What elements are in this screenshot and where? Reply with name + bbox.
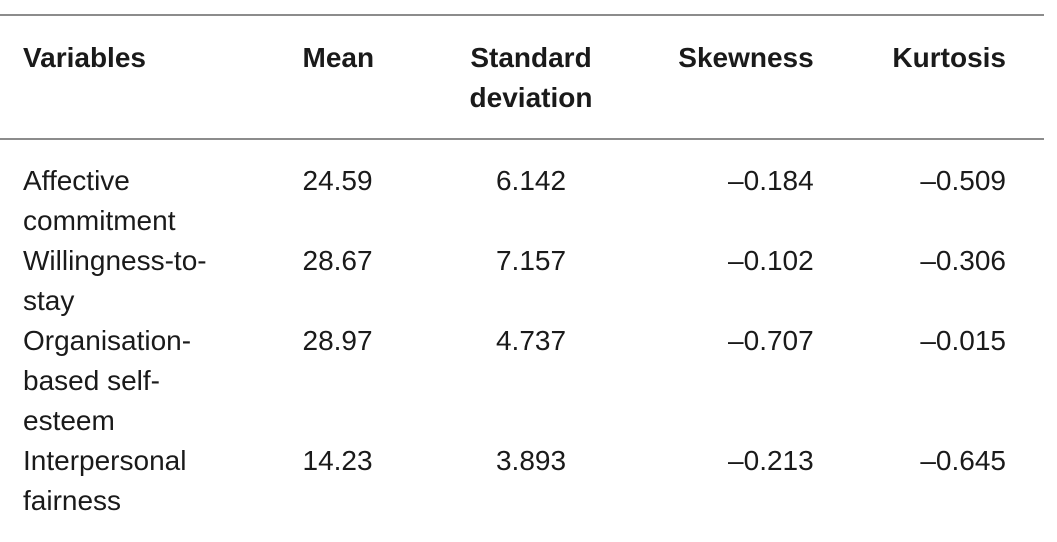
cell-mean: 28.67: [302, 245, 373, 276]
cell-sd: 4.737: [495, 325, 567, 356]
cell-sd: 7.157: [495, 245, 567, 276]
table-body: Affective commitment 24.59 6.142 –0.184 …: [0, 139, 1044, 521]
cell-kurtosis: –0.306: [920, 245, 1006, 276]
cell-variable: Affective commitment: [0, 139, 279, 241]
header-kurtosis: Kurtosis: [892, 42, 1006, 73]
cell-kurtosis: –0.509: [920, 165, 1006, 196]
cell-skewness: –0.707: [728, 325, 814, 356]
cell-variable: Organisation-based self-esteem: [0, 321, 279, 441]
table-row: Willingness-to-stay 28.67 7.157 –0.102 –…: [0, 241, 1044, 321]
cell-skewness: –0.102: [728, 245, 814, 276]
cell-sd: 3.893: [495, 445, 567, 476]
table-header: Variables Mean Standard deviation Skewnes…: [0, 15, 1044, 139]
cell-variable-text: Interpersonal fairness: [23, 445, 187, 516]
cell-variable-text: Willingness-to-stay: [23, 245, 207, 316]
cell-skewness: –0.184: [728, 165, 814, 196]
cell-variable: Interpersonal fairness: [0, 441, 279, 521]
cell-kurtosis: –0.015: [920, 325, 1006, 356]
header-row: Variables Mean Standard deviation Skewnes…: [0, 15, 1044, 139]
header-standard-deviation: Standard deviation: [442, 15, 620, 139]
cell-variable: Willingness-to-stay: [0, 241, 279, 321]
header-sd-line1: Standard: [470, 42, 592, 73]
header-sd-line2: deviation: [469, 82, 593, 113]
cell-skewness: –0.213: [728, 445, 814, 476]
descriptive-statistics-table: Variables Mean Standard deviation Skewnes…: [0, 14, 1044, 521]
cell-sd: 6.142: [495, 165, 567, 196]
cell-mean: 24.59: [302, 165, 373, 196]
cell-variable-text: Organisation-based self-esteem: [23, 325, 192, 436]
cell-mean: 28.97: [302, 325, 373, 356]
header-variables: Variables: [23, 42, 146, 73]
table-row: Organisation-based self-esteem 28.97 4.7…: [0, 321, 1044, 441]
cell-kurtosis: –0.645: [920, 445, 1006, 476]
header-skewness: Skewness: [678, 42, 814, 73]
cell-variable-text: Affective commitment: [23, 165, 176, 236]
header-mean: Mean: [302, 42, 375, 73]
table-row: Affective commitment 24.59 6.142 –0.184 …: [0, 139, 1044, 241]
cell-mean: 14.23: [302, 445, 373, 476]
table-row: Interpersonal fairness 14.23 3.893 –0.21…: [0, 441, 1044, 521]
